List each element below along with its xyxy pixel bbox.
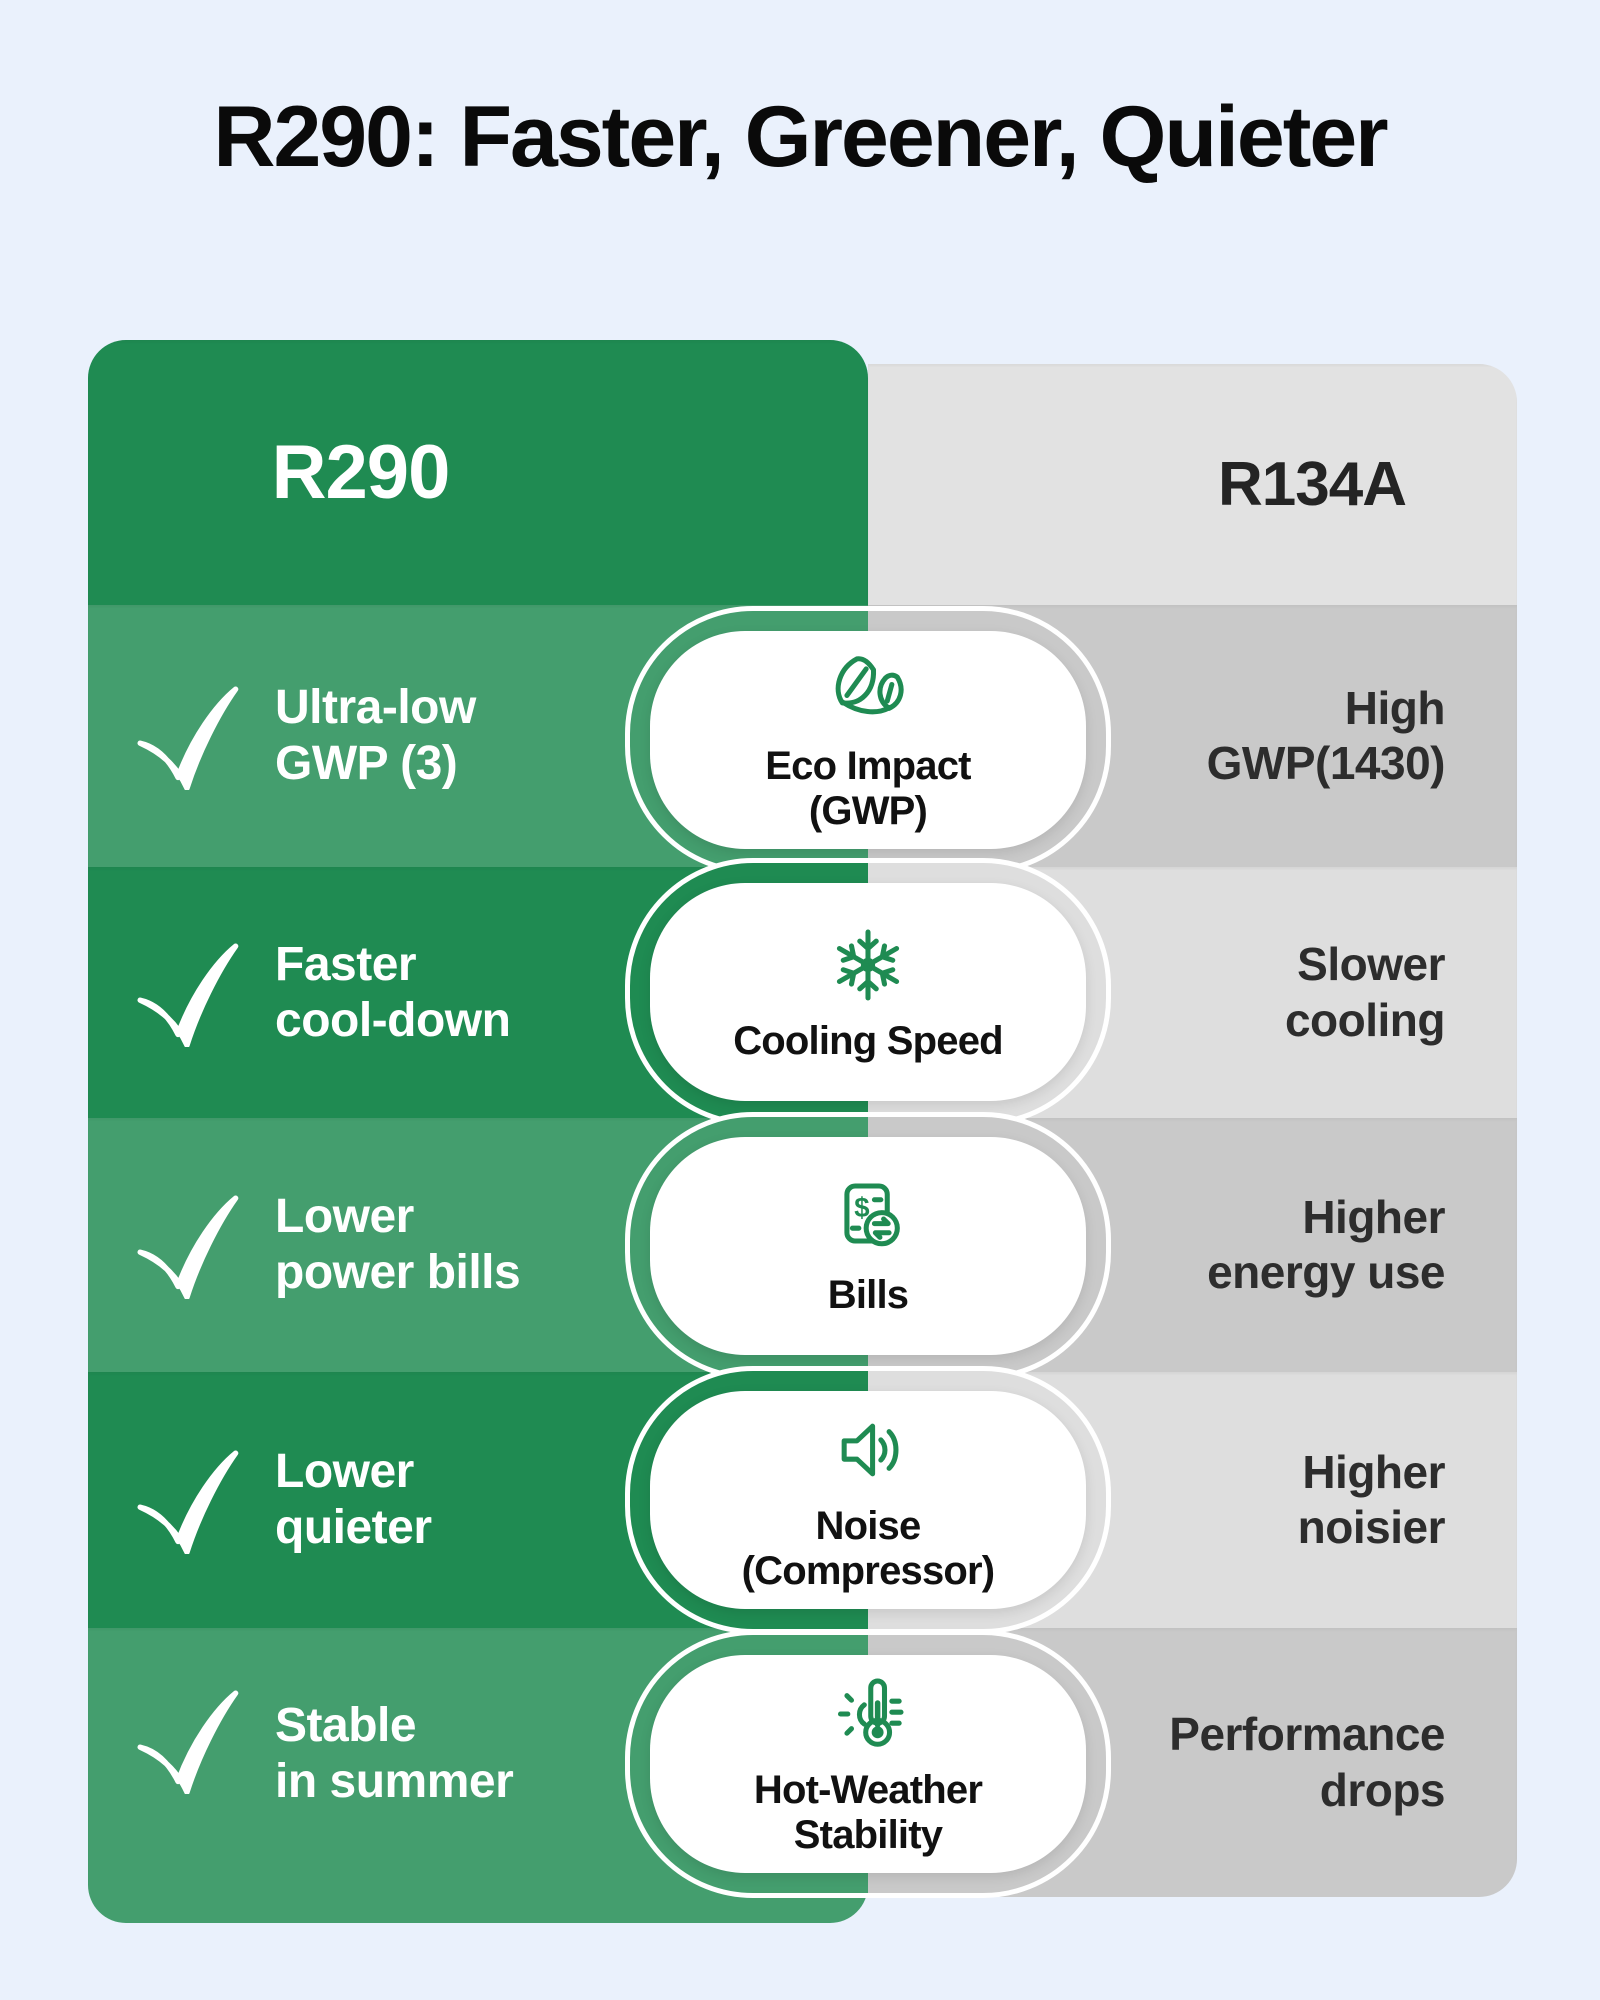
thermometer-icon: [837, 1678, 904, 1747]
category-pill-stability: Hot-Weather Stability: [625, 1630, 1111, 1898]
category-pill-noise: Noise (Compressor): [625, 1366, 1111, 1634]
r134a-drawback-label: Higher energy use: [1207, 1190, 1445, 1298]
category-label: Cooling Speed: [733, 1018, 1003, 1063]
r134a-drawback-label: Performance drops: [1169, 1708, 1445, 1816]
category-pill-bills: $ Bills: [625, 1112, 1111, 1380]
page-title: R290: Faster, Greener, Quieter: [213, 89, 1388, 185]
r290-benefit-label: Lower quieter: [275, 1445, 432, 1554]
speaker-icon: [841, 1423, 899, 1477]
snowflake-icon: [824, 921, 912, 1009]
checkmark-icon: [133, 682, 241, 790]
checkmark-icon: [133, 1446, 241, 1554]
r290-header-row: R290: [88, 340, 868, 605]
bill-icon: $: [844, 1183, 900, 1246]
checkmark-icon: [133, 939, 241, 1047]
leaf-icon: [835, 656, 904, 715]
category-label: Hot-Weather Stability: [753, 1768, 983, 1857]
svg-text:$: $: [854, 1192, 869, 1223]
r290-benefit-label: Faster cool-down: [275, 937, 511, 1047]
checkmark-icon: [133, 1191, 241, 1299]
r134a-header-label: R134A: [1218, 450, 1407, 519]
r290-benefit-label: Lower power bills: [275, 1190, 521, 1299]
r134a-drawback-label: Slower cooling: [1284, 938, 1446, 1046]
category-pill-eco: Eco Impact (GWP): [625, 606, 1111, 874]
r290-header-label: R290: [271, 430, 451, 515]
category-pill-cooling: Cooling Speed: [625, 858, 1111, 1126]
r134a-drawback-label: High GWP(1430): [1206, 681, 1446, 789]
r290-benefit-label: Ultra-low GWP (3): [275, 681, 476, 790]
category-label: Eco Impact (GWP): [765, 744, 971, 833]
checkmark-icon: [133, 1686, 241, 1794]
r134a-drawback-label: Higher noisier: [1297, 1445, 1446, 1553]
r290-benefit-label: Stable in summer: [275, 1699, 514, 1808]
r134a-header-row: R134A: [868, 364, 1517, 605]
category-label: Noise (Compressor): [741, 1504, 995, 1593]
category-label: Bills: [827, 1272, 909, 1317]
